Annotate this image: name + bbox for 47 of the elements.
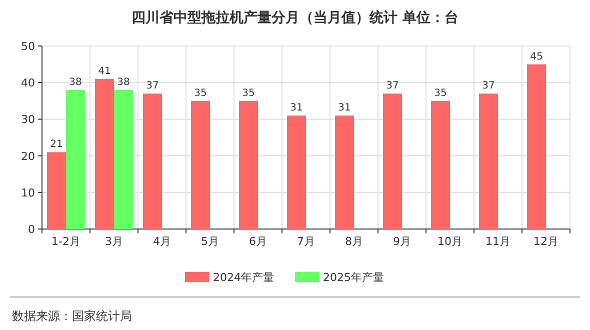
bar — [527, 64, 546, 229]
data-label: 41 — [98, 66, 111, 77]
data-label: 45 — [530, 51, 543, 62]
legend-label: 2025年产量 — [323, 271, 384, 284]
bar — [335, 116, 354, 229]
chart-title: 四川省中型拖拉机产量分月（当月值）统计 单位：台 — [132, 9, 458, 26]
data-label: 31 — [338, 102, 351, 114]
x-tick-label: 1-2月 — [52, 235, 80, 248]
x-tick-label: 8月 — [345, 235, 363, 248]
y-tick-label: 20 — [21, 150, 35, 163]
data-label: 37 — [146, 80, 159, 92]
x-tick-label: 11月 — [486, 235, 510, 248]
bar — [114, 90, 133, 229]
data-label: 38 — [69, 76, 82, 88]
bar — [95, 78, 114, 229]
data-label: 37 — [482, 80, 495, 92]
bar — [287, 116, 306, 229]
data-label: 37 — [386, 80, 399, 92]
bar — [143, 94, 162, 229]
bar — [383, 94, 402, 229]
data-label: 35 — [242, 88, 255, 99]
data-label: 35 — [434, 88, 447, 99]
data-label: 35 — [194, 88, 207, 99]
bar — [66, 90, 85, 229]
y-tick-label: 0 — [28, 223, 35, 236]
y-tick-label: 30 — [21, 113, 35, 126]
data-label: 38 — [117, 76, 130, 88]
bar — [47, 152, 66, 229]
bar — [479, 94, 498, 229]
x-tick-label: 5月 — [201, 235, 219, 248]
legend-label: 2024年产量 — [213, 271, 274, 284]
y-tick-label: 40 — [21, 76, 35, 90]
y-tick-label: 50 — [21, 40, 35, 53]
x-tick-label: 3月 — [105, 235, 123, 248]
bar — [239, 100, 258, 229]
x-tick-label: 7月 — [297, 235, 315, 248]
x-tick-label: 9月 — [393, 235, 411, 248]
x-tick-label: 10月 — [438, 235, 462, 248]
x-tick-label: 4月 — [153, 235, 171, 248]
data-label: 31 — [290, 102, 303, 114]
data-label: 21 — [50, 139, 63, 150]
source-note: 数据来源：国家统计局 — [12, 309, 132, 323]
x-tick-label: 12月 — [534, 235, 558, 248]
bar — [191, 100, 210, 229]
bar — [431, 100, 450, 229]
y-tick-label: 10 — [21, 186, 35, 200]
x-tick-label: 6月 — [249, 235, 267, 248]
